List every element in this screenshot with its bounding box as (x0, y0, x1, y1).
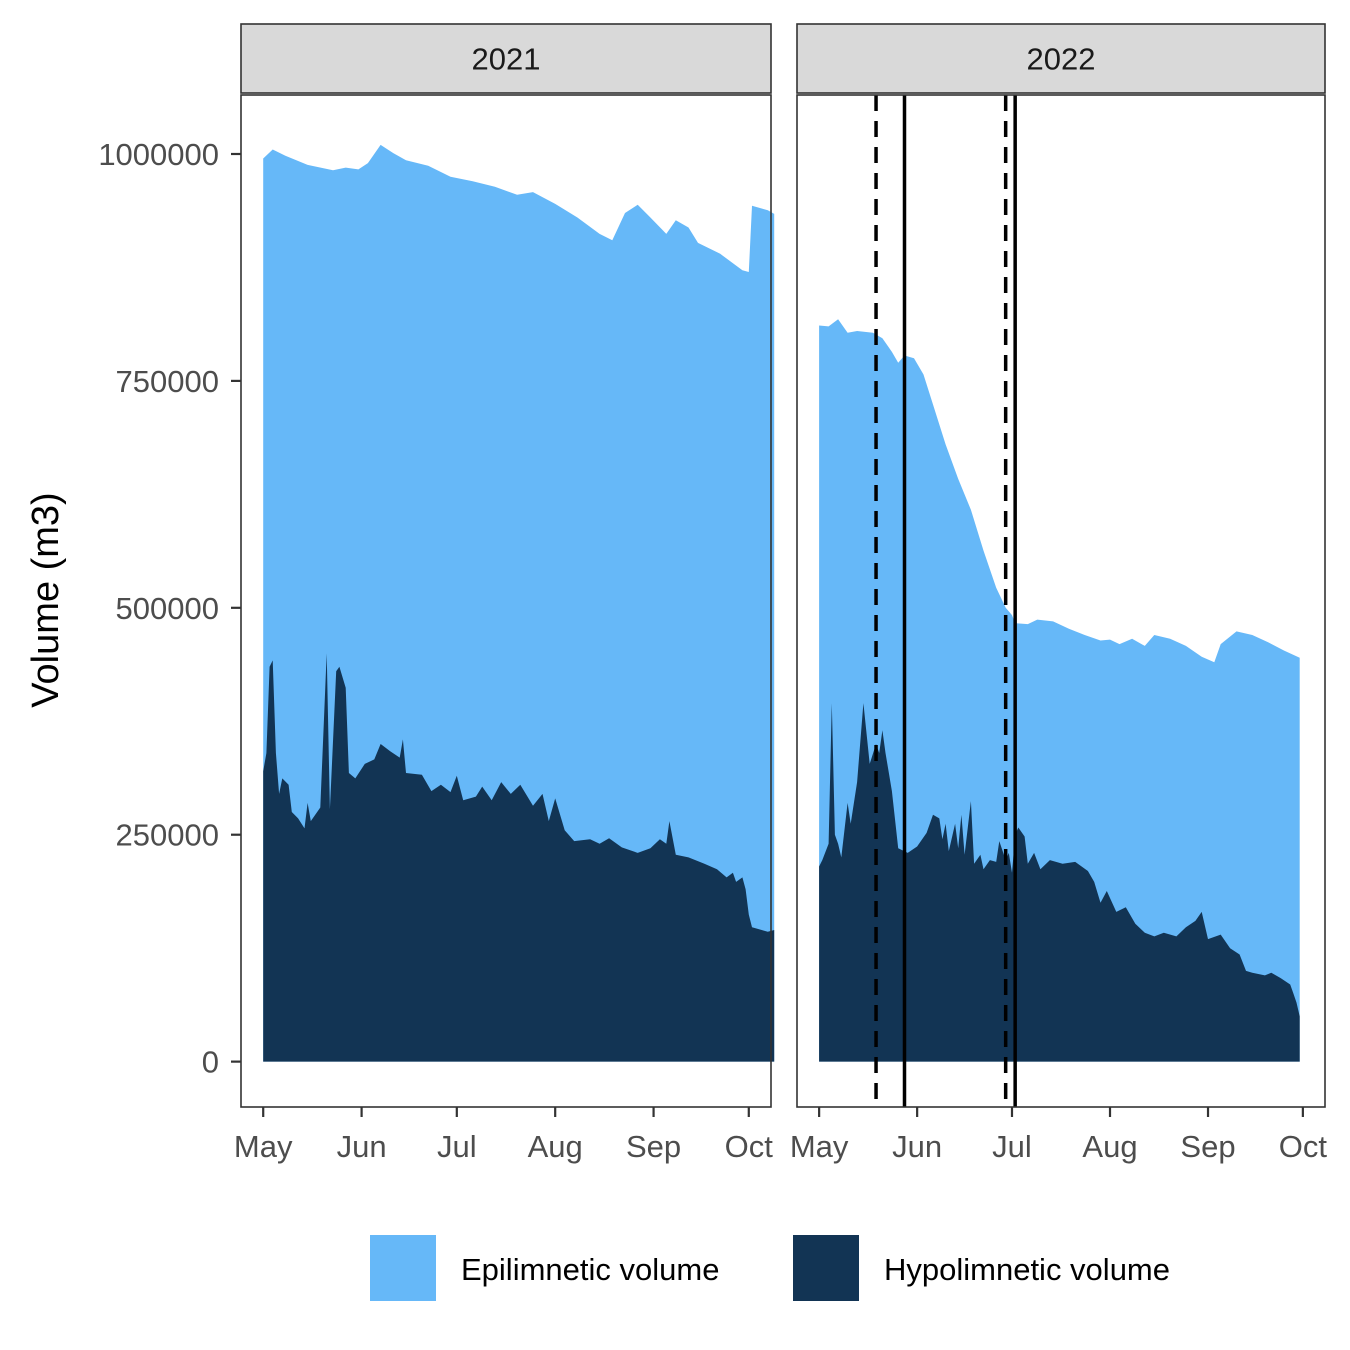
x-tick-label: Jun (337, 1129, 387, 1164)
panels: 2021 May Jun Jul Aug Sep Oct 0 250000 500000 75000… (98, 23, 1328, 1164)
legend-label: Epilimnetic volume (461, 1252, 719, 1287)
legend-label: Hypolimnetic volume (884, 1252, 1170, 1287)
legend-key (370, 1235, 436, 1301)
y-axis-label: Volume (m3) (25, 492, 67, 707)
x-tick-label: Aug (1082, 1129, 1137, 1164)
panel-2021: 2021 May Jun Jul Aug Sep Oct 0 250000 500000 75000… (98, 23, 775, 1164)
facet-strip (796, 23, 1326, 94)
hypolimnetic-area (819, 703, 1300, 1062)
facet-strip-label: 2021 (472, 42, 541, 77)
hypolimnetic-area (263, 653, 775, 1062)
y-tick-label: 250000 (116, 818, 219, 853)
facet-strip-label: 2022 (1027, 42, 1096, 77)
x-tick-label: Jul (437, 1129, 477, 1164)
x-tick-label: Sep (1180, 1129, 1235, 1164)
y-tick-label: 0 (202, 1045, 219, 1080)
x-tick-label: May (234, 1129, 293, 1164)
panel-border (240, 94, 772, 1108)
legend-item: Hypolimnetic volume (793, 1235, 1170, 1301)
x-tick-label: Aug (528, 1129, 583, 1164)
x-tick-label: Oct (725, 1129, 774, 1164)
y-tick-label: 500000 (116, 591, 219, 626)
x-tick-label: Oct (1279, 1129, 1328, 1164)
x-tick-label: Jul (992, 1129, 1032, 1164)
panel-border (796, 94, 1326, 1108)
facet-strip (240, 23, 772, 94)
legend: Epilimnetic volume Hypolimnetic volume (370, 1235, 1170, 1301)
legend-key (793, 1235, 859, 1301)
y-tick-label: 750000 (116, 364, 219, 399)
legend-item: Epilimnetic volume (370, 1235, 719, 1301)
x-tick-label: Jun (892, 1129, 942, 1164)
x-tick-label: Sep (626, 1129, 681, 1164)
panel-2022: 2022 May Jun Jul Aug Sep Oct (790, 23, 1328, 1164)
y-tick-label: 1000000 (98, 137, 219, 172)
x-tick-label: May (790, 1129, 849, 1164)
